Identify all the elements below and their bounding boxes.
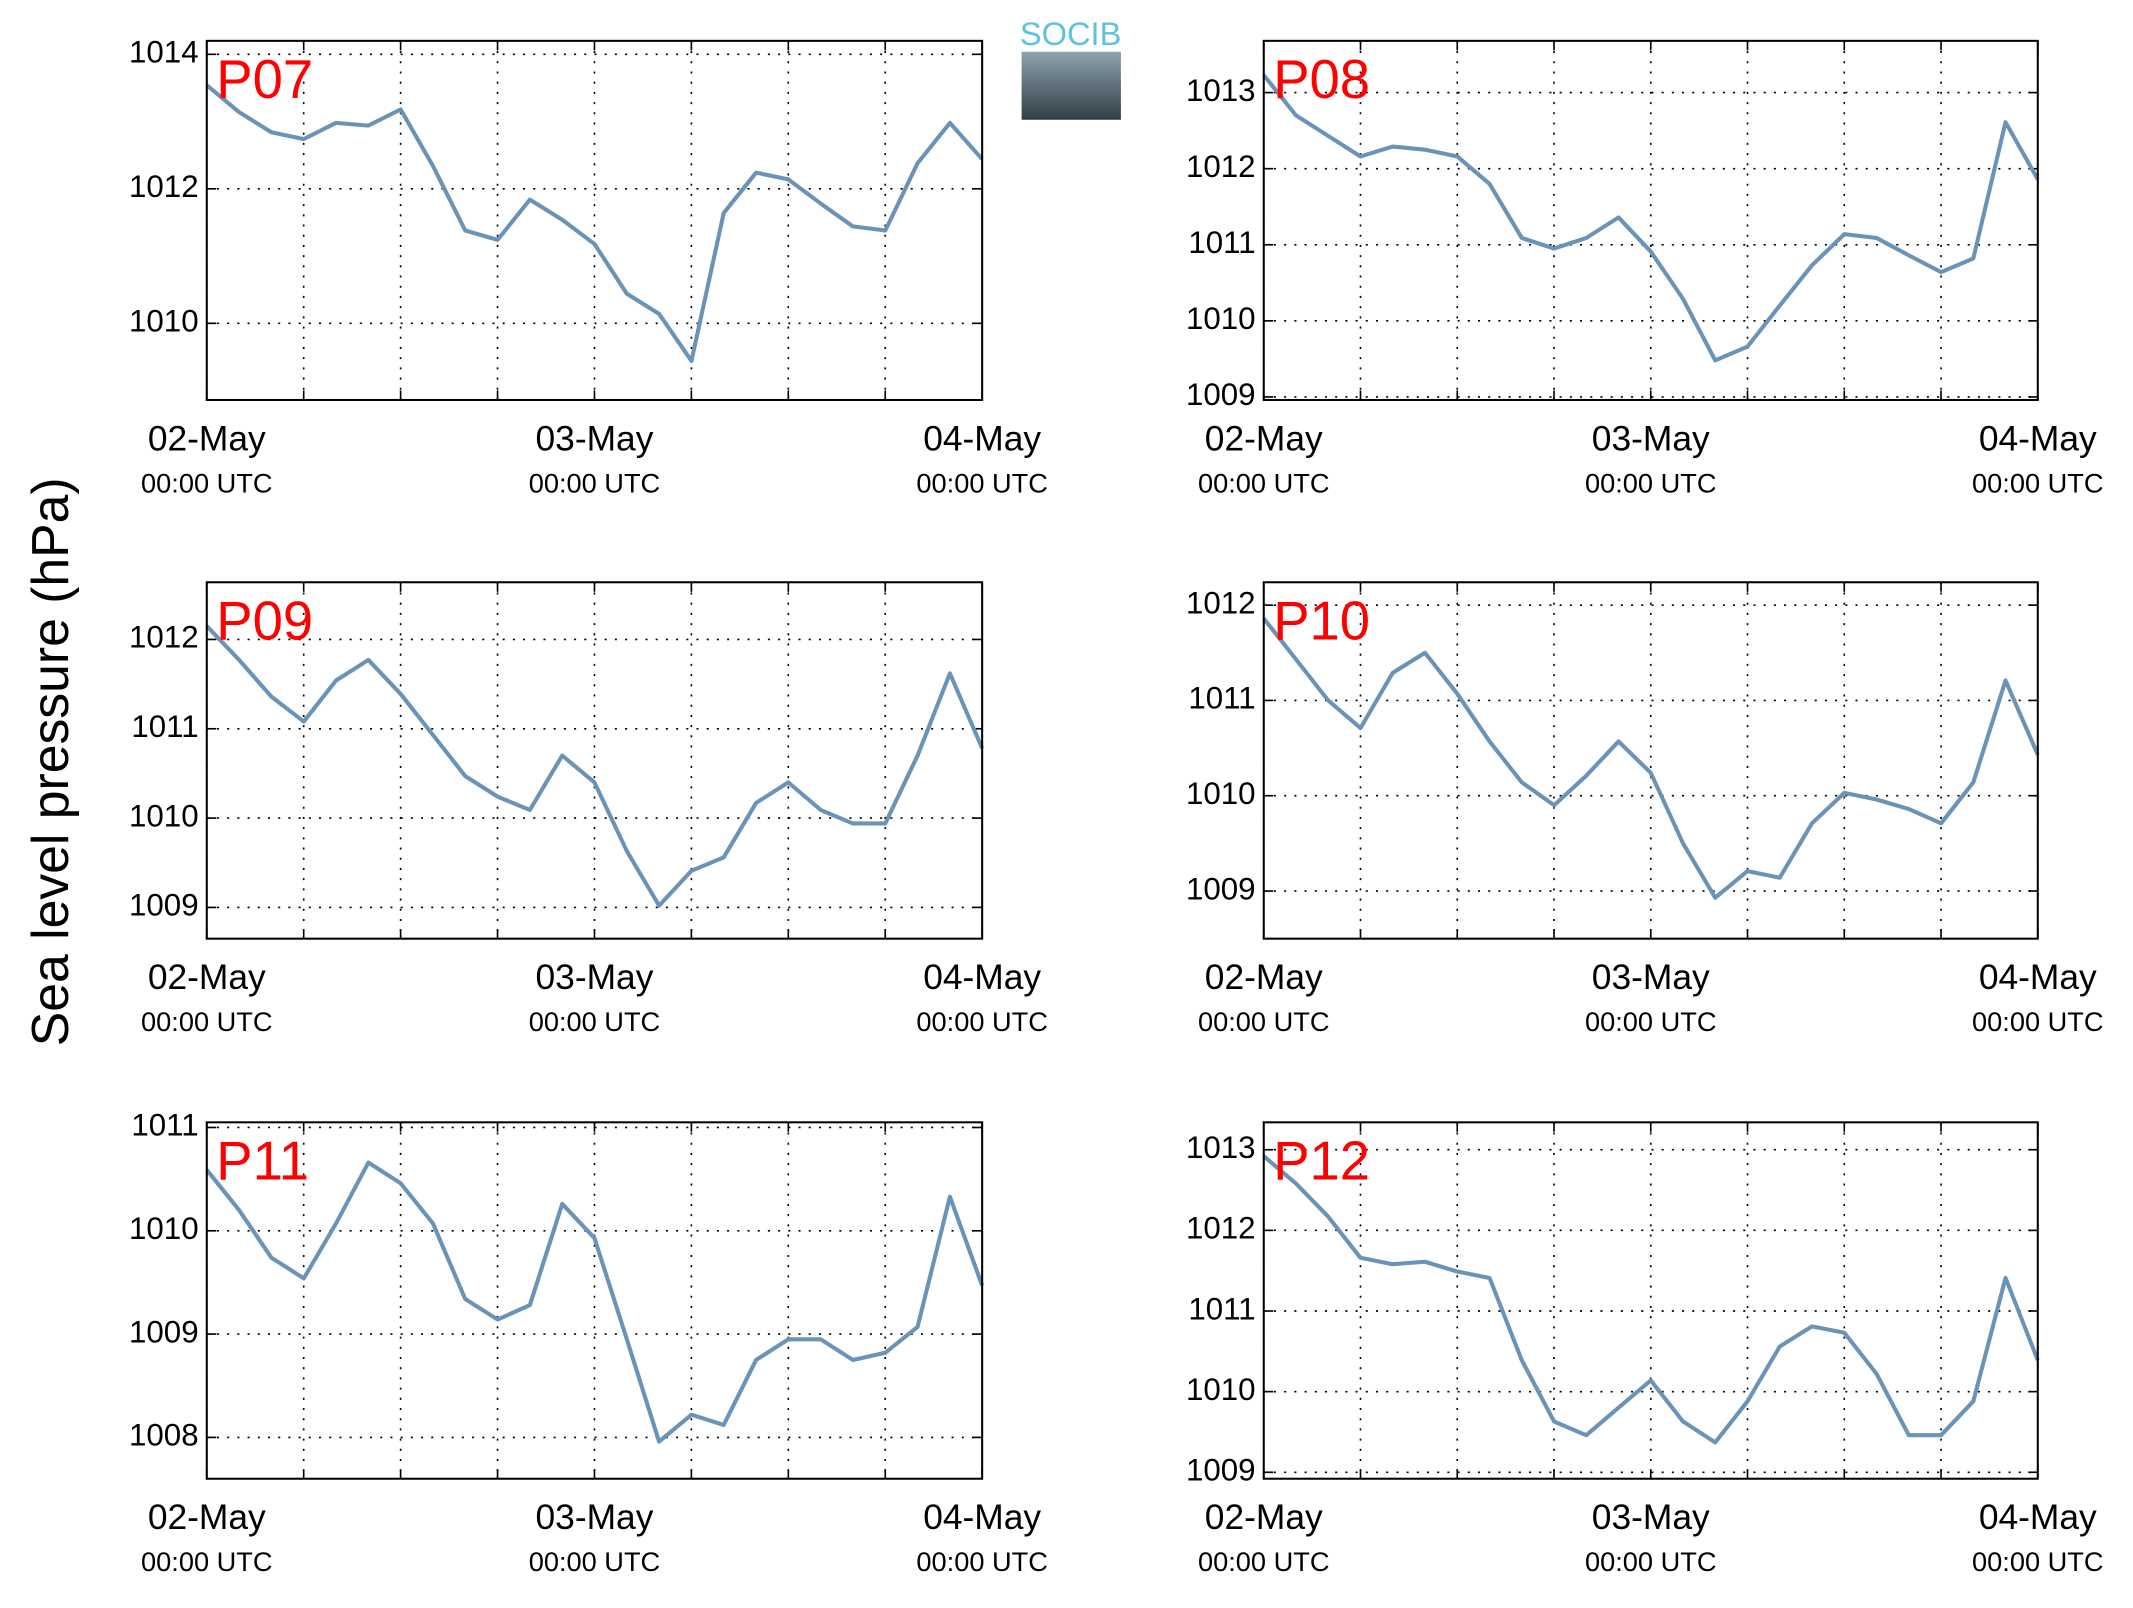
x-tick-sublabel: 00:00 UTC [1972,1546,2103,1577]
y-tick-label: 1010 [1186,1372,1256,1407]
x-tick-label: 02-May [1205,419,1323,458]
x-tick-label: 03-May [1592,958,1710,997]
x-tick-sublabel: 00:00 UTC [141,1546,272,1577]
x-tick-label: 02-May [148,1498,266,1537]
x-tick-label: 04-May [923,1498,1041,1537]
y-tick-label: 1009 [129,1314,199,1349]
y-tick-label: 1012 [1186,1211,1256,1246]
x-tick-sublabel: 00:00 UTC [1198,1546,1329,1577]
y-axis-label: Sea level pressure (hPa) [21,477,79,1046]
x-tick-label: 04-May [1979,958,2097,997]
x-tick-label: 03-May [536,1498,654,1537]
chart-title: P11 [216,1130,309,1191]
plot-area [206,582,983,939]
x-tick-label: 02-May [148,419,266,458]
chart-title: P10 [1273,590,1370,651]
x-tick-sublabel: 00:00 UTC [1585,467,1716,498]
axes-frame [205,1121,984,1480]
axes-frame [1262,39,2039,402]
x-tick-label: 03-May [536,958,654,997]
y-tick-label: 1014 [129,35,199,70]
x-tick-label: 02-May [1205,1498,1323,1537]
data-line [205,1160,985,1444]
chart-title: P09 [216,590,313,651]
axes-frame [205,39,984,402]
y-tick-label: 1010 [129,1211,199,1246]
data-line [1262,617,2040,900]
x-tick-sublabel: 00:00 UTC [916,1006,1047,1037]
x-tick-label: 04-May [923,419,1041,458]
data-line [1262,1154,2040,1445]
x-tick-sublabel: 00:00 UTC [1198,1006,1329,1037]
axes-frame [1262,1121,2039,1480]
chart-title: P08 [1273,49,1370,110]
y-tick-label: 1012 [1186,149,1256,184]
x-tick-label: 02-May [1205,958,1323,997]
plot-area [206,1122,983,1479]
data-line [1262,73,2040,363]
x-tick-label: 03-May [536,419,654,458]
y-tick-label: 1009 [129,888,199,923]
y-tick-label: 1010 [129,304,199,339]
axes-frame [205,581,984,940]
y-tick-label: 1010 [1186,776,1256,811]
x-tick-sublabel: 00:00 UTC [1198,467,1329,498]
y-tick-label: 1011 [131,709,198,744]
x-tick-sublabel: 00:00 UTC [529,1006,660,1037]
x-tick-sublabel: 00:00 UTC [1585,1006,1716,1037]
data-line [205,83,984,363]
y-tick-label: 1009 [1186,871,1256,906]
x-tick-label: 04-May [1979,1498,2097,1537]
x-tick-sublabel: 00:00 UTC [1585,1546,1716,1577]
x-tick-sublabel: 00:00 UTC [529,1546,660,1577]
plot-area [206,40,983,400]
y-tick-label: 1010 [1186,301,1256,336]
x-tick-sublabel: 00:00 UTC [1972,1006,2103,1037]
logo-text: SOCIB [1020,15,1122,52]
x-tick-label: 03-May [1592,1498,1710,1537]
x-tick-label: 04-May [1979,419,2097,458]
y-tick-label: 1009 [1186,377,1256,412]
plot-area [1263,40,2038,400]
y-tick-label: 1012 [129,169,199,204]
y-tick-label: 1012 [129,620,199,655]
x-tick-sublabel: 00:00 UTC [141,467,272,498]
x-tick-sublabel: 00:00 UTC [141,1006,272,1037]
axes-frame [1262,581,2039,940]
y-tick-label: 1013 [1186,1130,1256,1165]
y-tick-label: 1011 [131,1108,198,1143]
y-tick-label: 1013 [1186,73,1256,108]
chart-title: P07 [216,49,313,110]
y-tick-label: 1009 [1186,1453,1256,1488]
x-tick-label: 03-May [1592,419,1710,458]
logo: SOCIB [1020,15,1122,120]
data-line [205,624,985,908]
plot-area [1263,1122,2038,1479]
y-tick-label: 1011 [1188,681,1255,716]
x-tick-sublabel: 00:00 UTC [916,1546,1047,1577]
x-tick-label: 04-May [923,958,1041,997]
y-tick-label: 1011 [1188,225,1255,260]
plot-area [1263,582,2038,939]
y-tick-label: 1012 [1186,585,1256,620]
y-tick-label: 1010 [129,798,199,833]
x-tick-label: 02-May [148,958,266,997]
y-tick-label: 1008 [129,1418,199,1453]
chart-title: P12 [1273,1130,1370,1191]
logo-graphic [1021,51,1121,120]
y-tick-label: 1011 [1188,1291,1255,1326]
x-tick-sublabel: 00:00 UTC [529,467,660,498]
x-tick-sublabel: 00:00 UTC [916,467,1047,498]
x-tick-sublabel: 00:00 UTC [1972,467,2103,498]
